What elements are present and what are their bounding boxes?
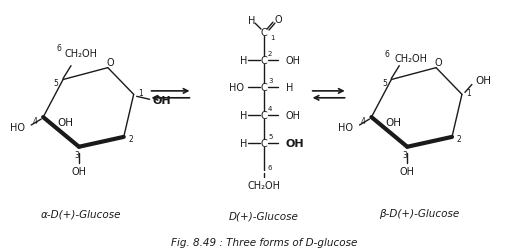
Text: CH₂OH: CH₂OH — [64, 49, 98, 58]
Text: C: C — [261, 111, 267, 121]
Text: C: C — [261, 83, 267, 93]
Text: 5: 5 — [268, 133, 272, 139]
Text: 1: 1 — [467, 88, 472, 98]
Text: 3: 3 — [74, 151, 79, 160]
Text: OH: OH — [400, 166, 414, 176]
Text: OH: OH — [476, 75, 492, 85]
Text: OH: OH — [286, 138, 305, 148]
Text: H: H — [248, 16, 256, 26]
Text: C: C — [261, 55, 267, 66]
Text: α-D(+)-Glucose: α-D(+)-Glucose — [41, 208, 121, 218]
Text: O: O — [434, 57, 442, 68]
Text: 1: 1 — [138, 88, 143, 98]
Text: HO: HO — [10, 122, 25, 133]
Text: 2: 2 — [268, 51, 272, 57]
Text: Fig. 8.49 : Three forms of D-glucose: Fig. 8.49 : Three forms of D-glucose — [171, 237, 357, 247]
Text: HO: HO — [338, 122, 353, 133]
Text: OH: OH — [286, 55, 301, 66]
Text: 4: 4 — [361, 116, 366, 125]
Text: CH₂OH: CH₂OH — [395, 53, 428, 64]
Text: CH₂OH: CH₂OH — [248, 181, 280, 191]
Text: 4: 4 — [268, 106, 272, 112]
Text: β-D(+)-Glucose: β-D(+)-Glucose — [379, 208, 459, 218]
Text: 5: 5 — [54, 79, 59, 88]
Text: O: O — [274, 15, 282, 25]
Text: OH: OH — [71, 166, 87, 176]
Text: 3: 3 — [268, 78, 272, 84]
Text: 6: 6 — [385, 50, 390, 59]
Text: OH: OH — [385, 118, 401, 128]
Text: H: H — [240, 138, 248, 148]
Text: OH: OH — [57, 118, 73, 128]
Text: C: C — [261, 28, 267, 38]
Text: 3: 3 — [403, 151, 408, 160]
Text: 2: 2 — [457, 135, 461, 144]
Text: 5: 5 — [382, 79, 387, 88]
Text: 2: 2 — [128, 135, 133, 144]
Text: OH: OH — [286, 111, 301, 121]
Text: 6: 6 — [268, 164, 272, 170]
Text: H: H — [286, 83, 293, 93]
Text: HO: HO — [229, 83, 244, 93]
Text: H: H — [240, 111, 248, 121]
Text: H: H — [240, 55, 248, 66]
Text: 4: 4 — [33, 116, 37, 125]
Text: O: O — [106, 57, 114, 68]
Text: D(+)-Glucose: D(+)-Glucose — [229, 211, 299, 221]
Text: OH: OH — [152, 96, 171, 106]
Text: 1: 1 — [270, 35, 275, 41]
Text: C: C — [261, 138, 267, 148]
Text: 6: 6 — [56, 44, 62, 53]
